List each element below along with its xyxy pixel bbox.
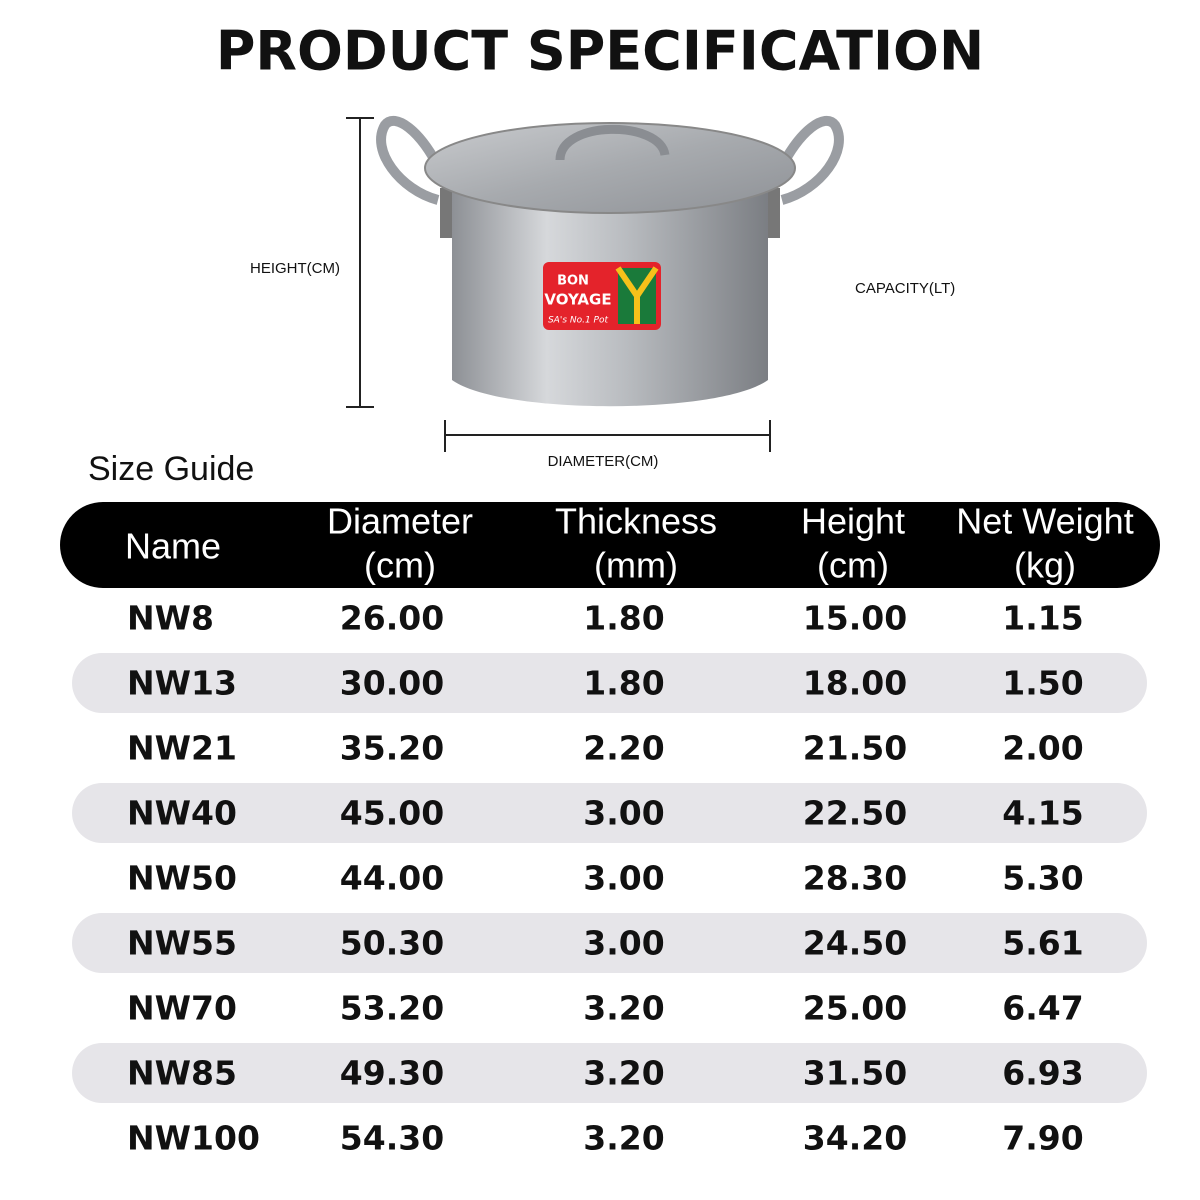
table-cell: 7.90 (1002, 1119, 1083, 1158)
table-cell: NW40 (127, 794, 237, 833)
table-cell: 3.00 (583, 794, 664, 833)
table-cell: 30.00 (340, 664, 444, 703)
table-cell: 21.50 (803, 729, 907, 768)
header-cell: (kg) (1014, 545, 1076, 586)
header-cell: Diameter (327, 501, 473, 542)
table-cell: NW50 (127, 859, 237, 898)
table: NameDiameter(cm)Thickness(mm)Height(cm)N… (72, 501, 1147, 1158)
header-cell: Height (801, 501, 905, 542)
table-cell: NW8 (127, 599, 214, 638)
header-cell: (cm) (817, 545, 889, 586)
height-label: HEIGHT(CM) (250, 260, 340, 277)
row-background (72, 1043, 1147, 1103)
table-cell: 3.00 (583, 859, 664, 898)
table-header (60, 502, 1160, 588)
table-cell: 31.50 (803, 1054, 907, 1093)
table-cell: 54.30 (340, 1119, 444, 1158)
table-cell: 26.00 (340, 599, 444, 638)
table-cell: 24.50 (803, 924, 907, 963)
header-cell: Thickness (555, 501, 717, 542)
table-cell: 5.30 (1002, 859, 1083, 898)
table-cell: 3.20 (583, 1119, 664, 1158)
diameter-label: DIAMETER(CM) (548, 453, 659, 470)
header-cell: Net Weight (956, 501, 1133, 542)
table-cell: 3.20 (583, 989, 664, 1028)
table-cell: 3.20 (583, 1054, 664, 1093)
table-cell: NW21 (127, 729, 237, 768)
row-background (72, 653, 1147, 713)
table-cell: 44.00 (340, 859, 444, 898)
row-background (72, 913, 1147, 973)
capacity-label: CAPACITY(LT) (855, 280, 955, 297)
logo-text: BON (557, 274, 589, 289)
table-cell: 35.20 (340, 729, 444, 768)
table-cell: 6.93 (1002, 1054, 1083, 1093)
table-cell: 4.15 (1002, 794, 1083, 833)
table-cell: 45.00 (340, 794, 444, 833)
header-cell: (cm) (364, 545, 436, 586)
table-cell: 6.47 (1002, 989, 1083, 1028)
table-cell: NW85 (127, 1054, 237, 1093)
table-cell: 2.20 (583, 729, 664, 768)
table-cell: 18.00 (803, 664, 907, 703)
table-cell: 53.20 (340, 989, 444, 1028)
table-cell: 3.00 (583, 924, 664, 963)
table-cell: 25.00 (803, 989, 907, 1028)
table-cell: 2.00 (1002, 729, 1083, 768)
table-cell: 28.30 (803, 859, 907, 898)
table-cell: NW70 (127, 989, 237, 1028)
dimension-lines (346, 117, 771, 452)
header-cell: Name (125, 526, 221, 567)
table-cell: 50.30 (340, 924, 444, 963)
logo-text: VOYAGE (544, 291, 611, 309)
table-cell: NW100 (127, 1119, 260, 1158)
title: PRODUCT SPECIFICATION (216, 20, 984, 83)
logo-tagline: SA's No.1 Pot (548, 316, 609, 326)
table-cell: 1.80 (583, 599, 664, 638)
table-cell: 22.50 (803, 794, 907, 833)
table-cell: 15.00 (803, 599, 907, 638)
table-cell: 1.80 (583, 664, 664, 703)
table-caption: Size Guide (88, 450, 254, 488)
table-cell: NW13 (127, 664, 237, 703)
table-cell: 34.20 (803, 1119, 907, 1158)
table-cell: 5.61 (1002, 924, 1083, 963)
table-cell: 49.30 (340, 1054, 444, 1093)
row-background (72, 783, 1147, 843)
table-cell: NW55 (127, 924, 237, 963)
header-cell: (mm) (594, 545, 678, 586)
table-cell: 1.15 (1002, 599, 1083, 638)
pot-illustration: BON VOYAGE SA's No.1 Pot (376, 115, 844, 407)
table-cell: 1.50 (1002, 664, 1083, 703)
